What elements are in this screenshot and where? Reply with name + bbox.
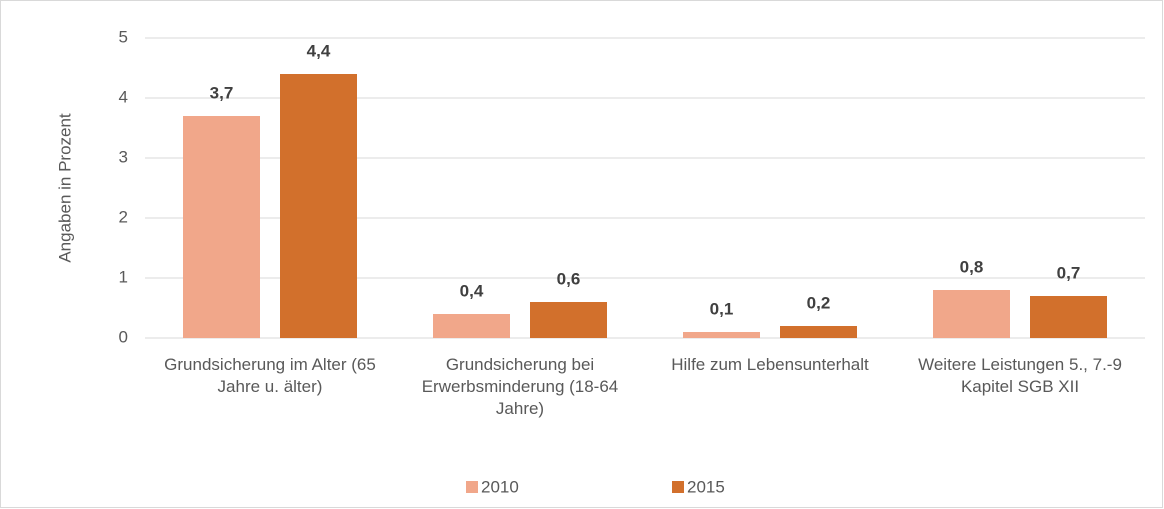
y-tick-label: 1 [119, 267, 128, 286]
bar [933, 290, 1010, 338]
x-tick-label: Weitere Leistungen 5., 7.-9 Kapitel SGB … [918, 355, 1122, 396]
x-tick-label: Grundsicherung bei Erwerbsminderung (18-… [421, 355, 619, 418]
data-label: 3,7 [210, 83, 234, 102]
data-label: 0,7 [1057, 263, 1081, 282]
legend-swatch [672, 481, 684, 493]
bar [183, 116, 260, 338]
data-label: 0,6 [557, 269, 581, 288]
y-tick-label: 4 [119, 87, 128, 106]
y-tick-label: 0 [119, 327, 128, 346]
legend-label: 2010 [481, 477, 519, 496]
data-label: 0,4 [460, 281, 484, 300]
x-tick-label: Hilfe zum Lebensunterhalt [671, 355, 869, 374]
bar [1030, 296, 1107, 338]
legend-label: 2015 [687, 477, 725, 496]
bar [433, 314, 510, 338]
data-label: 0,8 [960, 257, 984, 276]
data-label: 4,4 [307, 41, 331, 60]
bar [530, 302, 607, 338]
legend-swatch [466, 481, 478, 493]
y-tick-label: 3 [119, 147, 128, 166]
x-tick-label: Grundsicherung im Alter (65 Jahre u. ält… [164, 355, 376, 396]
bar [280, 74, 357, 338]
data-label: 0,2 [807, 293, 831, 312]
y-axis-label: Angaben in Prozent [55, 113, 74, 263]
bar [780, 326, 857, 338]
bar [683, 332, 760, 338]
data-label: 0,1 [710, 299, 734, 318]
y-tick-label: 2 [119, 207, 128, 226]
y-tick-label: 5 [119, 27, 128, 46]
